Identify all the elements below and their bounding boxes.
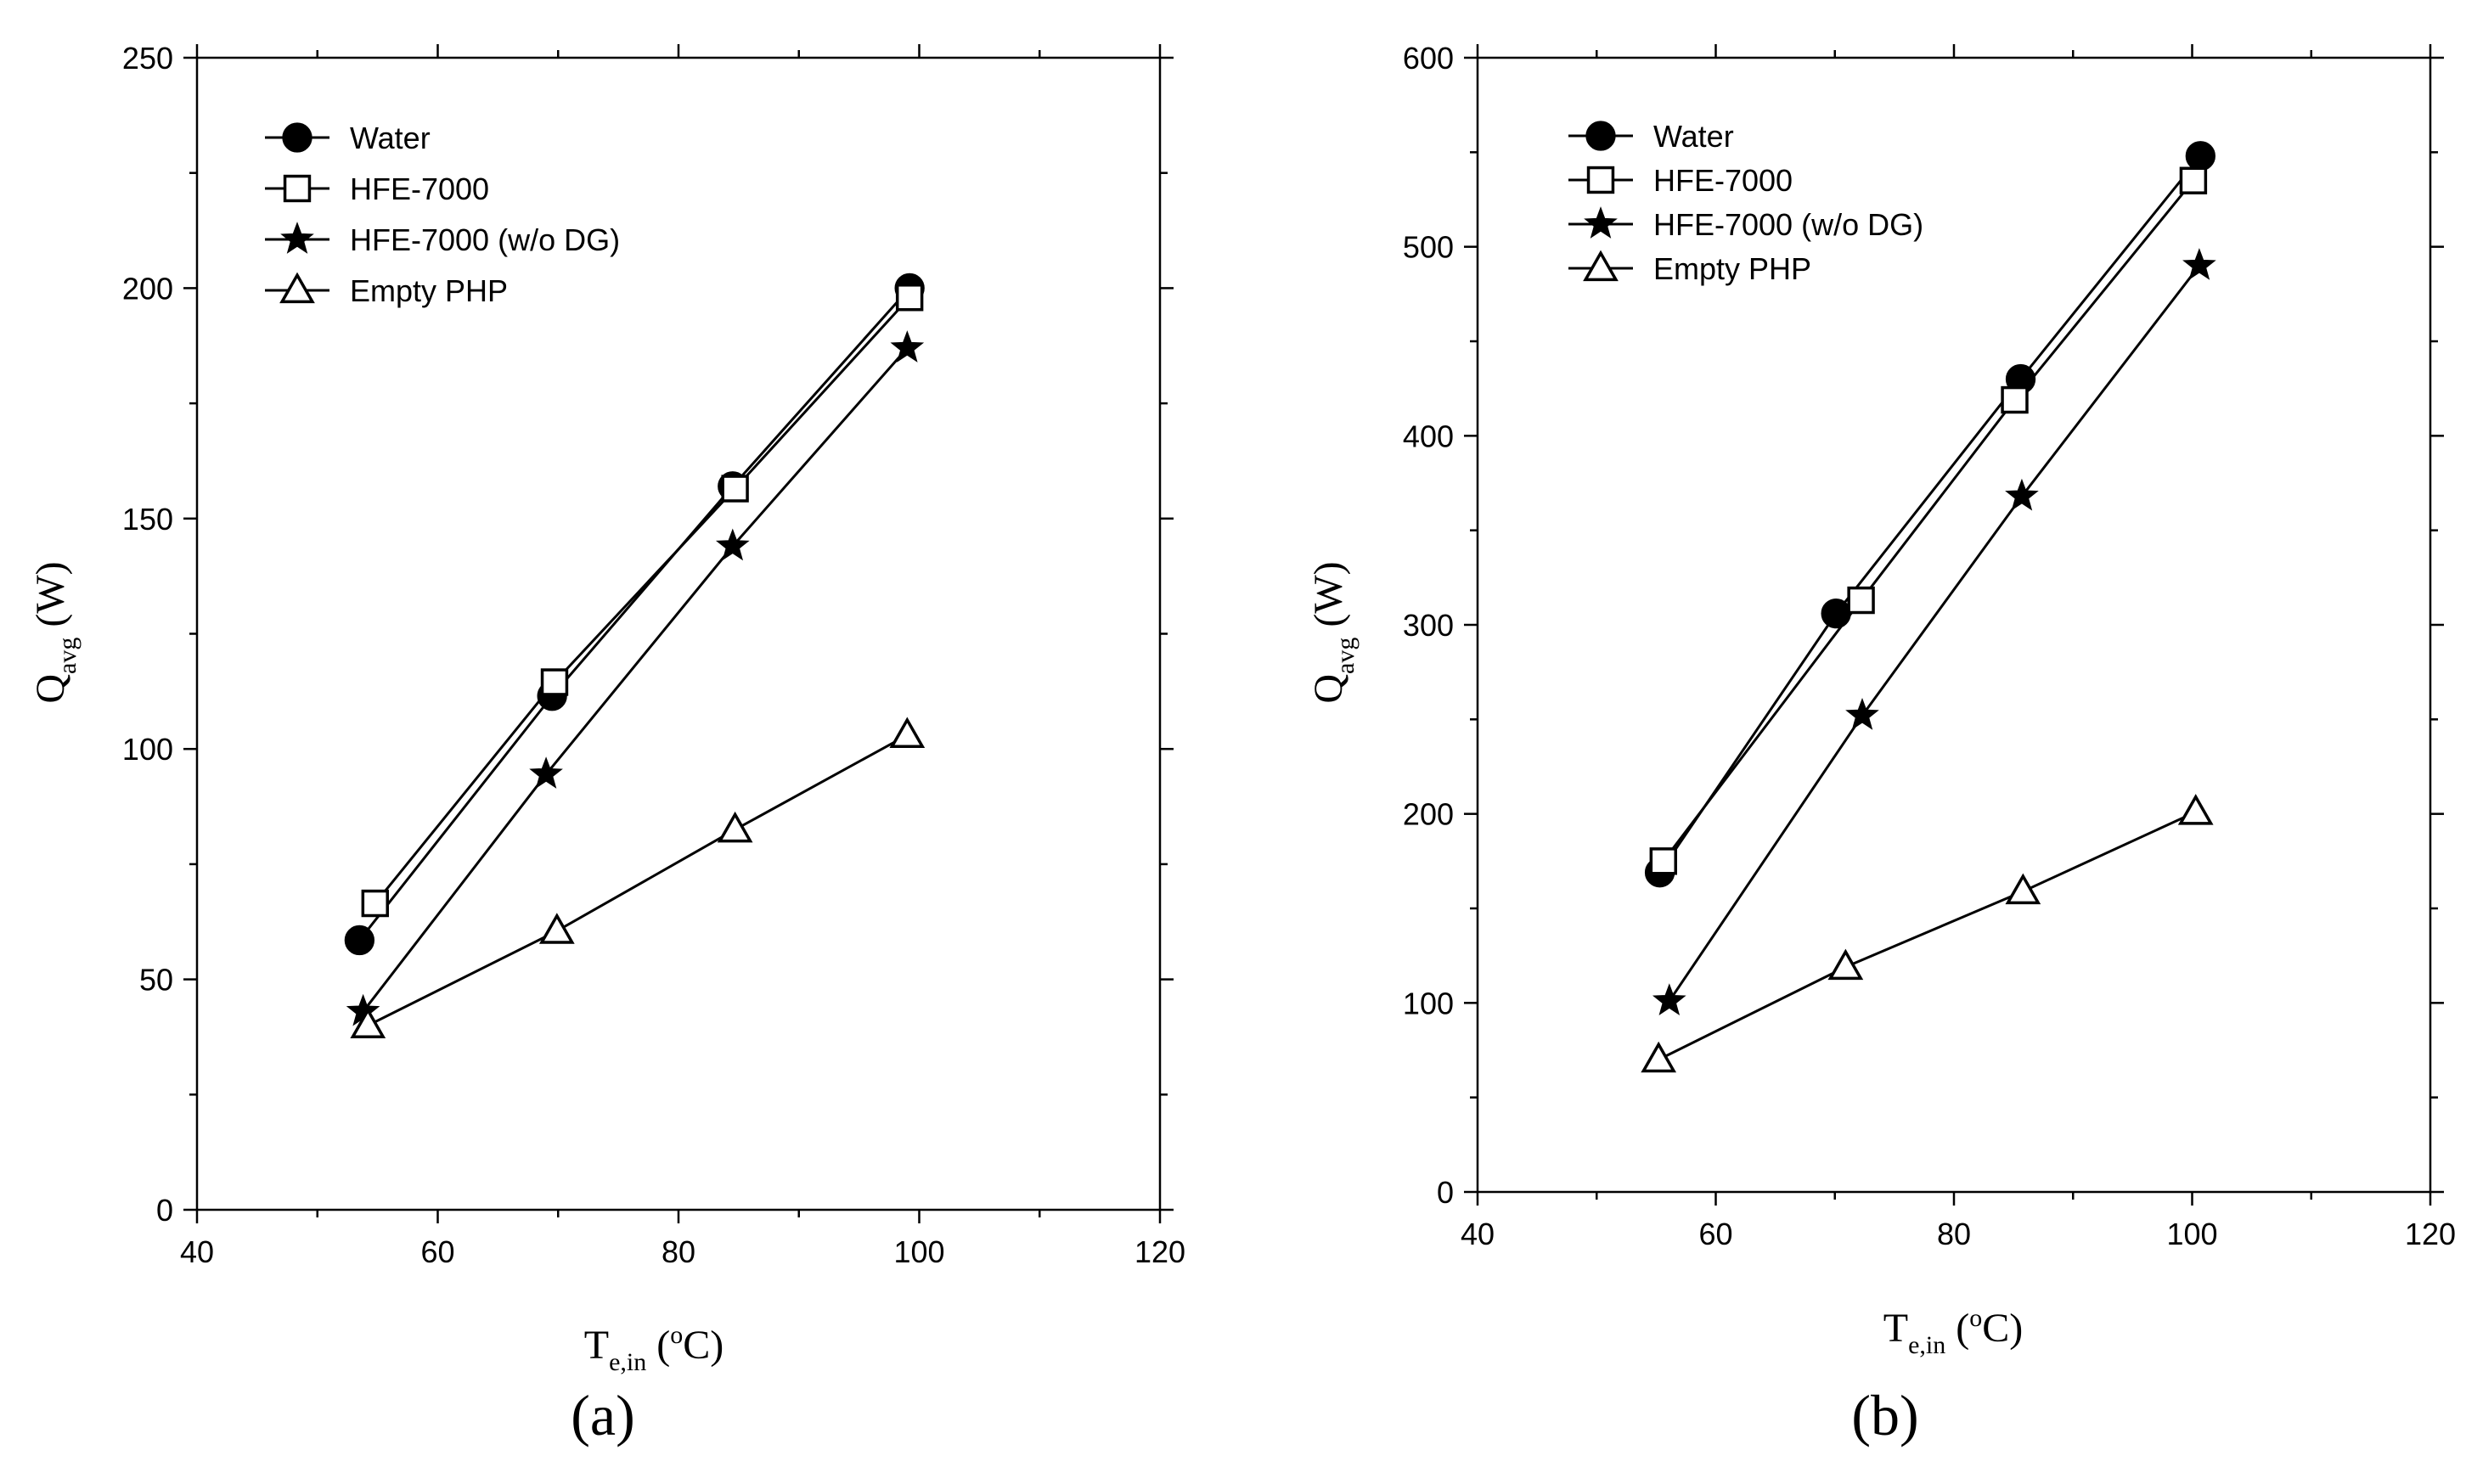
legend-marker <box>280 222 314 254</box>
x-tick-label: 40 <box>1461 1217 1495 1251</box>
legend-label: HFE-7000 <box>350 171 489 206</box>
y-tick-label: 500 <box>1403 230 1454 265</box>
data-point <box>1652 983 1686 1015</box>
data-point <box>2177 794 2214 825</box>
y-tick-label: 150 <box>122 502 173 537</box>
y-tick-label: 200 <box>1403 797 1454 832</box>
x-tick-label: 60 <box>420 1234 454 1269</box>
series-line <box>358 287 911 942</box>
y-tick-label: 200 <box>122 271 173 306</box>
data-point <box>2179 166 2208 194</box>
data-point <box>2005 873 2041 905</box>
y-tick-label: 400 <box>1403 419 1454 453</box>
data-point <box>538 913 575 944</box>
data-point <box>361 889 389 918</box>
y-tick-label: 100 <box>122 732 173 767</box>
series-line <box>367 734 909 1027</box>
legend-marker <box>1583 250 1619 282</box>
legend-marker <box>282 122 312 153</box>
data-point <box>721 475 749 503</box>
series-hfe-7000 <box>361 284 924 918</box>
data-point <box>529 756 563 789</box>
legend-label: Water <box>350 121 431 155</box>
x-tick-label: 100 <box>893 1234 944 1269</box>
panel-label: (b) <box>1851 1383 1918 1447</box>
data-point <box>2001 385 2029 414</box>
data-point <box>1649 847 1677 875</box>
x-tick-label: 40 <box>180 1234 214 1269</box>
data-point <box>1847 586 1875 615</box>
legend-label: HFE-7000 (w/o DG) <box>1653 207 1923 242</box>
chart-panel-b: 40 60 80 100 120 0 100 200 300 400 500 600 Water HFE-… <box>1306 41 2456 1447</box>
y-axis-title: Qavg (W) <box>1306 561 1360 703</box>
series-line <box>362 346 909 1013</box>
legend-marker <box>279 272 315 304</box>
series-line <box>1668 265 2201 1002</box>
data-point <box>2182 248 2216 280</box>
data-point <box>717 811 753 843</box>
y-tick-label: 50 <box>139 963 173 998</box>
legend-label: HFE-7000 <box>1653 163 1793 198</box>
legend-label: Empty PHP <box>1653 251 1811 286</box>
data-point <box>350 1007 386 1039</box>
data-point <box>1641 1041 1677 1073</box>
legend-marker <box>1586 166 1615 194</box>
plot-frame <box>1476 56 2432 1194</box>
data-point <box>715 528 750 561</box>
y-tick-label: 300 <box>1403 608 1454 643</box>
series-hfe-7000-w-o-dg <box>346 330 925 1026</box>
x-axis-title: Te,in (oC) <box>584 1321 723 1376</box>
y-tick-label: 600 <box>1403 41 1454 76</box>
y-axis-title: Qavg (W) <box>28 561 82 703</box>
x-tick-label: 120 <box>2405 1217 2456 1251</box>
legend-marker <box>1585 121 1616 151</box>
y-tick-label: 250 <box>122 41 173 76</box>
series-line <box>1662 179 2195 863</box>
legend: Water HFE-7000 HFE-7000 (w/o DG) Empty PHP <box>265 121 620 308</box>
series-line <box>374 296 911 904</box>
series-hfe-7000-w-o-dg <box>1652 248 2216 1015</box>
y-tick-label: 0 <box>1437 1175 1454 1210</box>
series-line <box>1658 155 2202 874</box>
data-point <box>889 717 926 749</box>
y-tick-label: 100 <box>1403 986 1454 1020</box>
legend-marker <box>1584 206 1618 239</box>
data-point <box>2005 478 2039 511</box>
legend-marker <box>283 174 312 203</box>
legend: Water HFE-7000 HFE-7000 (w/o DG) Empty PHP <box>1568 119 1923 286</box>
legend-label: Empty PHP <box>350 273 508 308</box>
legend-label: Water <box>1653 119 1734 154</box>
series-hfe-7000 <box>1649 166 2208 875</box>
x-tick-label: 120 <box>1134 1234 1185 1269</box>
chart-panel-a: 40 60 80 100 120 0 50 100 150 200 250 Water HFE-7000… <box>28 41 1185 1447</box>
series-line <box>1658 811 2197 1061</box>
data-point <box>2185 141 2215 171</box>
data-point <box>344 925 375 956</box>
series-empty-php <box>1641 794 2214 1073</box>
plot-frame <box>195 56 1162 1211</box>
x-tick-label: 80 <box>662 1234 695 1269</box>
legend-label: HFE-7000 (w/o DG) <box>350 222 620 257</box>
y-tick-label: 0 <box>156 1193 173 1228</box>
data-point <box>1821 598 1851 629</box>
data-point <box>1827 948 1864 981</box>
series-empty-php <box>350 717 926 1039</box>
panel-label: (a) <box>571 1383 634 1447</box>
data-point <box>895 284 924 312</box>
x-tick-label: 80 <box>1937 1217 1971 1251</box>
x-tick-label: 100 <box>2166 1217 2217 1251</box>
x-tick-label: 60 <box>1698 1217 1732 1251</box>
data-point <box>1845 698 1879 730</box>
x-axis-title: Te,in (oC) <box>1883 1304 2023 1359</box>
data-point <box>890 330 925 363</box>
data-point <box>540 668 569 696</box>
